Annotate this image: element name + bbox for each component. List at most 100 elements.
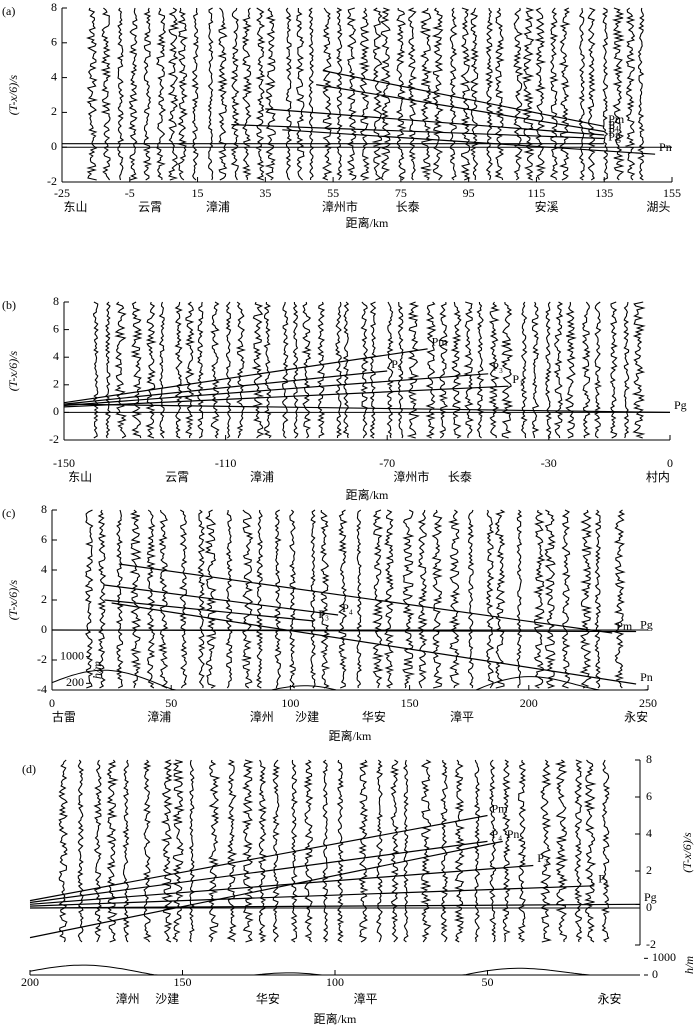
station-label: 长泰 <box>448 470 472 484</box>
seismic-trace <box>447 509 461 689</box>
phase-line <box>29 840 488 904</box>
x-tick-label: 0 <box>667 456 673 470</box>
y-tick-label: 0 <box>41 622 47 636</box>
x-tick-label: -150 <box>53 456 75 470</box>
seismic-trace <box>316 301 326 438</box>
seismic-trace <box>561 509 571 689</box>
seismic-trace <box>407 7 418 181</box>
seismic-trace <box>637 7 645 181</box>
seismic-trace <box>553 301 564 439</box>
station-label: 古雷 <box>52 709 76 724</box>
y-tick-label: 6 <box>51 35 57 49</box>
seismic-trace <box>554 759 569 943</box>
station-label: 华安 <box>362 709 386 724</box>
x-tick-label: 100 <box>326 975 344 989</box>
seismic-trace <box>104 301 111 439</box>
phase-label: P₁ <box>598 872 609 886</box>
seismic-trace <box>235 301 246 439</box>
seismic-trace <box>406 301 420 439</box>
seismic-trace <box>419 759 432 943</box>
seismic-trace <box>402 509 416 689</box>
station-label: 安溪 <box>535 199 559 214</box>
phase-line <box>231 124 605 140</box>
y-tick-label: 2 <box>51 104 57 118</box>
seismic-trace <box>371 509 384 689</box>
seismic-trace <box>574 759 583 943</box>
seismic-trace <box>494 509 506 689</box>
phase-label: P₄ <box>342 601 353 615</box>
y-tick-label: 8 <box>646 752 652 766</box>
seismic-trace <box>431 509 443 689</box>
seismic-trace <box>397 301 404 439</box>
seismic-trace <box>336 7 343 181</box>
phase-line <box>104 599 315 622</box>
seismic-trace <box>360 301 369 439</box>
seismic-trace <box>623 301 630 439</box>
seismic-trace <box>178 509 188 689</box>
phase-label: P₄ <box>391 357 402 371</box>
seismic-trace <box>308 7 315 180</box>
phase-line <box>282 129 656 155</box>
seismic-trace <box>386 301 394 439</box>
phase-label: P₄ <box>608 117 619 131</box>
x-axis-label: 距离/km <box>346 215 389 230</box>
phase-label: Pm <box>432 335 449 349</box>
seismic-trace <box>77 759 85 943</box>
x-tick-label: -110 <box>215 456 237 470</box>
phase-label: P₁ <box>608 124 619 138</box>
seismic-trace <box>453 759 465 943</box>
y-tick-label: 6 <box>41 532 47 546</box>
panel-label: (c) <box>2 506 15 520</box>
phase-line <box>29 864 534 905</box>
x-tick-label: 200 <box>21 975 39 989</box>
h-tick-label: 200 <box>66 675 84 689</box>
seismic-trace <box>473 759 481 943</box>
seismic-trace <box>191 7 199 181</box>
station-label: 漳浦 <box>206 199 230 214</box>
station-label: 漳州市 <box>322 199 358 214</box>
phase-line <box>111 602 637 685</box>
seismic-trace <box>301 301 312 439</box>
station-label: 漳州市 <box>393 469 429 484</box>
station-label: 漳浦 <box>147 709 171 724</box>
seismic-trace <box>92 301 99 439</box>
phase-label: Pg <box>644 890 657 904</box>
x-axis-label: 距离/km <box>346 487 389 502</box>
x-tick-label: 95 <box>463 186 475 200</box>
seismic-trace <box>489 759 497 943</box>
seismic-trace <box>217 7 228 181</box>
seismic-trace <box>485 7 494 181</box>
seismic-trace <box>271 759 281 943</box>
seismic-trace <box>395 8 407 181</box>
seismic-trace <box>581 301 591 439</box>
seismic-trace <box>84 509 94 689</box>
seismic-trace <box>587 7 596 181</box>
x-tick-label: 35 <box>259 186 271 200</box>
phase-line <box>29 885 595 907</box>
station-label: 东山 <box>64 200 88 214</box>
topography <box>29 964 638 976</box>
phase-label: P₁ <box>512 372 523 386</box>
seismic-trace <box>86 7 99 181</box>
seismic-trace <box>106 759 119 943</box>
x-tick-label: 135 <box>595 186 613 200</box>
seismic-trace <box>241 7 253 181</box>
phase-label: P₃ <box>537 851 548 865</box>
phase-line <box>63 373 489 407</box>
seismic-trace <box>485 509 495 689</box>
seismic-trace <box>322 759 329 943</box>
seismic-trace <box>241 759 254 943</box>
x-tick-label: -25 <box>54 186 70 200</box>
x-tick-label: 15 <box>192 186 204 200</box>
phase-line <box>265 108 605 136</box>
y-tick-label: 4 <box>51 69 57 83</box>
seismic-trace <box>383 509 395 689</box>
seismic-trace <box>122 759 130 943</box>
seismic-trace <box>500 301 514 439</box>
station-label: 湖头 <box>646 199 670 214</box>
y-tick-label: 4 <box>53 349 59 363</box>
seismic-trace <box>58 759 69 943</box>
station-label: 漳浦 <box>250 469 274 484</box>
seismic-trace <box>288 509 297 689</box>
